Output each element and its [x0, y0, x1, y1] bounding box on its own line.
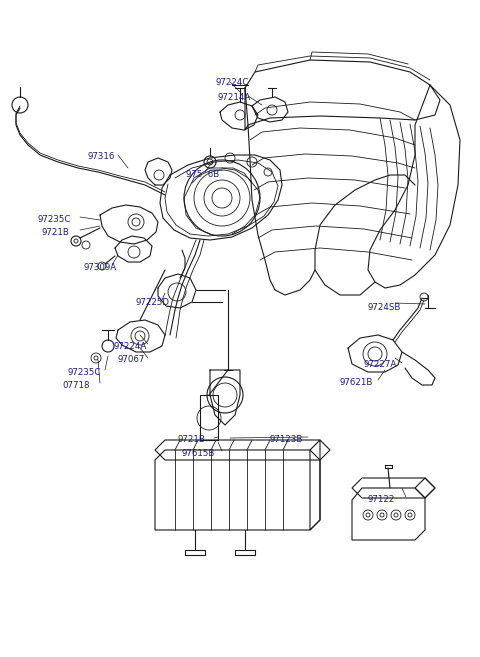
- Text: 97235C: 97235C: [38, 215, 72, 224]
- Text: 9721B: 9721B: [42, 228, 70, 237]
- Text: 97122: 97122: [368, 495, 396, 504]
- Text: 97615B: 97615B: [182, 449, 216, 458]
- Text: 97621B: 97621B: [340, 378, 373, 387]
- Text: 97309A: 97309A: [84, 263, 117, 272]
- Text: 97224A: 97224A: [113, 342, 146, 351]
- Text: 97225D: 97225D: [135, 298, 169, 307]
- Text: 97123B: 97123B: [270, 435, 303, 444]
- Text: 97214A: 97214A: [218, 93, 251, 102]
- Text: 9721B: 9721B: [178, 435, 206, 444]
- Text: 9724SB: 9724SB: [368, 303, 401, 312]
- Text: 07718: 07718: [62, 381, 89, 390]
- Text: 97235C: 97235C: [68, 368, 101, 377]
- Text: 97227A: 97227A: [364, 360, 397, 369]
- Text: 97224C: 97224C: [215, 78, 248, 87]
- Text: 97067: 97067: [118, 355, 145, 364]
- Text: 975· 6B: 975· 6B: [186, 170, 219, 179]
- Text: 97316: 97316: [88, 152, 115, 161]
